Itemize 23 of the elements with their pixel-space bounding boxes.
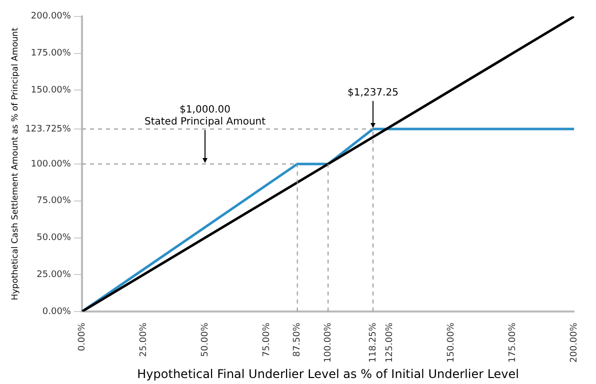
y-tick-label: 150.00% [30, 86, 72, 96]
x-tick-label: 50.00% [200, 322, 210, 357]
y-tick-label: 175.00% [30, 48, 72, 59]
y-tick-label: 50.00% [36, 233, 72, 244]
y-tick-label: 25.00% [36, 270, 72, 280]
y-tick-label: 200.00% [30, 12, 72, 22]
annotation: $1,000.00 Stated Principal Amount [144, 104, 266, 128]
x-tick-label: 175.00% [508, 322, 518, 363]
y-tick-label: 75.00% [36, 196, 72, 206]
x-tick-label: 200.00% [570, 322, 580, 363]
x-tick-label: 125.00% [384, 322, 395, 363]
x-tick-label: 75.00% [262, 322, 272, 357]
y-tick-label: 100.00% [30, 159, 72, 170]
y-axis-title: Hypothetical Cash Settlement Amount as % of Principal Amount [10, 27, 20, 300]
y-tick-label: 123.725% [25, 124, 72, 134]
x-tick-label: 150.00% [446, 322, 456, 363]
x-tick-label: 87.50% [292, 322, 303, 357]
x-tick-label: 118.25% [368, 322, 378, 363]
annotation: $1,237.25 [348, 88, 398, 99]
x-axis-title: Hypothetical Final Underlier Level as % of Initial Underlier Level [137, 366, 520, 381]
x-tick-label: 25.00% [138, 322, 149, 357]
y-tick-label: 0.00% [42, 306, 72, 317]
x-tick-label: 100.00% [323, 322, 334, 363]
